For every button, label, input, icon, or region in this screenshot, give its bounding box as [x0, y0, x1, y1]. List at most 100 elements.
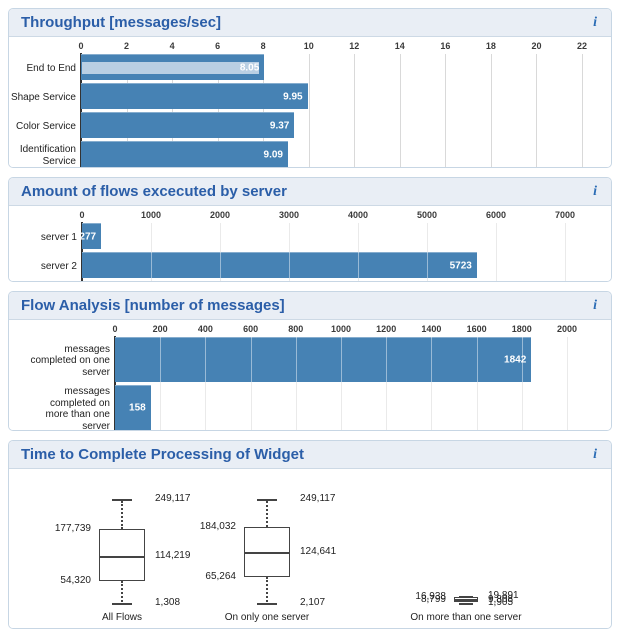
axis-tick-label: 1800 [511, 324, 532, 334]
bar-row: 277 [79, 223, 565, 249]
plot-area: 8.05 9.95 9.37 9.09 [80, 53, 583, 167]
info-icon[interactable]: i [593, 14, 597, 30]
category-label: On more than one server [410, 612, 522, 623]
bar-row: 9.37 [81, 112, 582, 138]
axis-tick-label: 0 [79, 210, 85, 220]
gridline [521, 337, 523, 430]
panel-title: Throughput [messages/sec] [21, 14, 222, 31]
whisker-cap-min [459, 603, 473, 606]
gridline-overlay [358, 223, 359, 281]
bar[interactable]: 158 [115, 385, 151, 430]
x-axis: 0 2 4 6 8 10 12 14 16 18 20 22 [78, 41, 587, 54]
panel-time-to-complete: Time to Complete Processing of Widget i … [8, 440, 612, 629]
whisker-upper [266, 501, 268, 527]
info-icon[interactable]: i [593, 446, 597, 462]
gridline [308, 54, 310, 167]
bar[interactable]: 8.05 [81, 54, 265, 80]
bar-value-label: 1842 [504, 354, 527, 366]
category-label: End to End [26, 62, 76, 74]
whisker-upper [121, 501, 123, 530]
gridline-overlay [476, 337, 478, 430]
gridline [565, 223, 566, 281]
axis-tick-label: 0 [112, 324, 118, 334]
axis-tick-label: 800 [288, 324, 304, 334]
bar-value-label: 277 [79, 231, 97, 242]
panel-header: Amount of flows excecuted by server i [9, 178, 611, 206]
axis-tick-label: 2 [124, 41, 130, 51]
bar-value-label: 5723 [449, 260, 472, 271]
box-label-q3: 177,739 [54, 523, 91, 535]
gridline [354, 54, 356, 167]
category-label: server 1 [40, 231, 77, 243]
box-label-q1: 65,264 [205, 570, 236, 582]
gridline [496, 223, 497, 281]
info-icon[interactable]: i [593, 183, 597, 199]
category-label: Color Service [15, 120, 76, 132]
plot-area: 1842 158 [114, 336, 568, 430]
category-labels: messages completed on one server messages… [9, 337, 115, 430]
axis-tick-label: 6 [215, 41, 221, 51]
axis-tick-label: 5000 [416, 210, 438, 220]
axis-tick-label: 200 [152, 324, 168, 334]
category-label: All Flows [101, 612, 142, 623]
whisker-lower [465, 600, 467, 603]
box-label-median: 9,808 [488, 593, 514, 605]
bar[interactable]: 9.95 [81, 83, 308, 109]
box-label-q1: 8,799 [420, 594, 446, 606]
whisker-lower [121, 581, 123, 603]
axis-tick-label: 1400 [421, 324, 442, 334]
category-label: On only one server [224, 612, 310, 623]
axis-tick-label: 22 [576, 41, 588, 51]
gridline-overlay [160, 337, 162, 430]
gridline [536, 54, 538, 167]
axis-tick-label: 20 [531, 41, 542, 51]
bar-row: 1842 [115, 337, 567, 382]
axis-tick-label: 8 [260, 41, 266, 51]
plot-area: 277 5723 [79, 222, 566, 281]
category-label: server 2 [40, 260, 77, 272]
gridline [386, 337, 388, 430]
panel-title: Amount of flows excecuted by server [21, 183, 287, 200]
median-line [99, 556, 145, 559]
box-label-median: 114,219 [155, 550, 191, 562]
axis-tick-label: 2000 [556, 324, 578, 334]
gridline [172, 54, 174, 167]
bar-value-label: 9.37 [269, 120, 290, 131]
panel-flows-by-server: Amount of flows excecuted by server i 0 1… [8, 177, 612, 282]
gridline [445, 54, 447, 167]
box-plot[interactable]: 249,117 184,032 124,641 65,264 2,107 On only … [177, 493, 357, 625]
median-line [244, 551, 290, 554]
box-label-q3: 16,938 [415, 590, 446, 602]
box-plot[interactable]: 249,117 177,739 114,219 54,320 1,308 All Flow… [32, 493, 212, 625]
gridline [490, 54, 492, 167]
plot-wrap: messages completed on one server messages… [9, 336, 611, 430]
info-icon[interactable]: i [593, 297, 597, 313]
box-label-q3: 184,032 [199, 520, 236, 532]
bar-highlight-inner [82, 61, 259, 74]
gridline [431, 337, 433, 430]
axis-tick-label: 1000 [140, 210, 162, 220]
bar[interactable]: 1842 [115, 337, 532, 382]
x-axis: 0 1000 2000 3000 4000 5000 6000 7000 [79, 210, 575, 223]
bar[interactable]: 9.37 [81, 112, 295, 138]
box-plot[interactable]: 19,891 16,938 9,808 8,799 1,905 On more than … [376, 499, 556, 625]
boxplot-area: 249,117 177,739 114,219 54,320 1,308 All Flow… [9, 493, 611, 625]
panel-throughput: Throughput [messages/sec] i 0 2 4 6 8 10 12 14 1… [8, 8, 612, 168]
bar[interactable]: 9.09 [81, 141, 288, 167]
panel-header: Throughput [messages/sec] i [9, 9, 611, 37]
box-label-min: 1,308 [155, 597, 181, 609]
axis-tick-label: 1200 [376, 324, 397, 334]
gridline-overlay [250, 337, 252, 430]
panel-header: Time to Complete Processing of Widget i [9, 441, 611, 469]
whisker-cap-max [459, 595, 473, 598]
gridline [263, 54, 265, 167]
gridline [582, 54, 583, 167]
bar[interactable]: 5723 [82, 252, 477, 278]
bar[interactable]: 277 [79, 223, 102, 249]
throughput-chart: 0 2 4 6 8 10 12 14 16 18 20 22 End to End Shape Servi… [9, 37, 611, 167]
axis-tick-label: 600 [243, 324, 259, 334]
axis-tick-label: 400 [197, 324, 213, 334]
panel-title: Flow Analysis [number of messages] [21, 297, 285, 314]
axis-tick-label: 18 [485, 41, 496, 51]
box-label-min: 2,107 [300, 597, 326, 609]
